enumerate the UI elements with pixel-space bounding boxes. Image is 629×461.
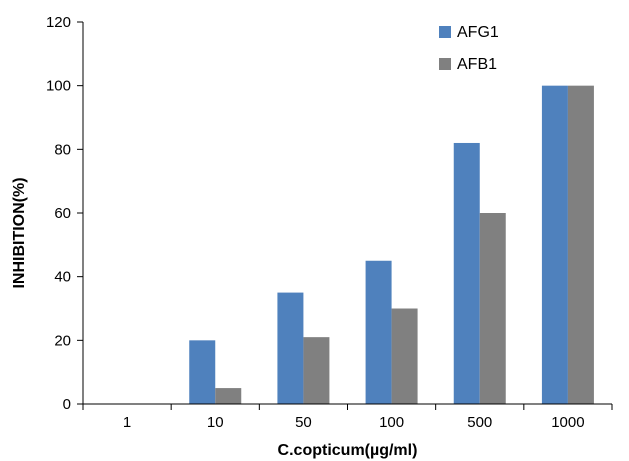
y-tick-label-0: 0 xyxy=(63,396,71,413)
legend-swatch-afb1 xyxy=(439,58,451,70)
legend-label-afg1: AFG1 xyxy=(457,24,499,41)
y-tick-label-80: 80 xyxy=(54,141,71,158)
bar-afb1-50 xyxy=(303,337,330,404)
bar-afg1-500 xyxy=(453,142,480,404)
y-tick-label-120: 120 xyxy=(46,14,71,31)
y-tick-label-40: 40 xyxy=(54,269,71,286)
bar-afb1-500 xyxy=(479,213,506,404)
axes-layer xyxy=(82,22,612,405)
x-tick-label-100: 100 xyxy=(379,414,404,431)
x-tick-label-1000: 1000 xyxy=(551,414,584,431)
x-axis-title: C.copticum(µg/ml) xyxy=(278,442,418,459)
bar-afg1-100 xyxy=(365,260,392,404)
x-tick-label-500: 500 xyxy=(467,414,492,431)
y-axis-title: INHIBITION(%) xyxy=(11,177,28,288)
bar-afb1-10 xyxy=(215,388,242,404)
x-tick-label-10: 10 xyxy=(207,414,224,431)
bar-afg1-10 xyxy=(189,340,216,404)
legend: AFG1 AFB1 xyxy=(439,24,499,73)
bars-layer xyxy=(189,85,594,405)
bar-afb1-100 xyxy=(391,308,418,404)
x-tick-label-1: 1 xyxy=(123,414,131,431)
y-tick-label-60: 60 xyxy=(54,205,71,222)
bar-afg1-50 xyxy=(277,292,304,404)
legend-swatch-afg1 xyxy=(439,26,451,38)
bar-afg1-1000 xyxy=(541,85,568,405)
bar-afb1-1000 xyxy=(567,85,594,405)
y-tick-label-20: 20 xyxy=(54,332,71,349)
legend-label-afb1: AFB1 xyxy=(457,56,497,73)
y-tick-label-100: 100 xyxy=(46,78,71,95)
ticks-layer: 0 20 40 60 80 100 120 1 10 50 100 500 1000 xyxy=(46,14,613,431)
x-tick-label-50: 50 xyxy=(295,414,312,431)
